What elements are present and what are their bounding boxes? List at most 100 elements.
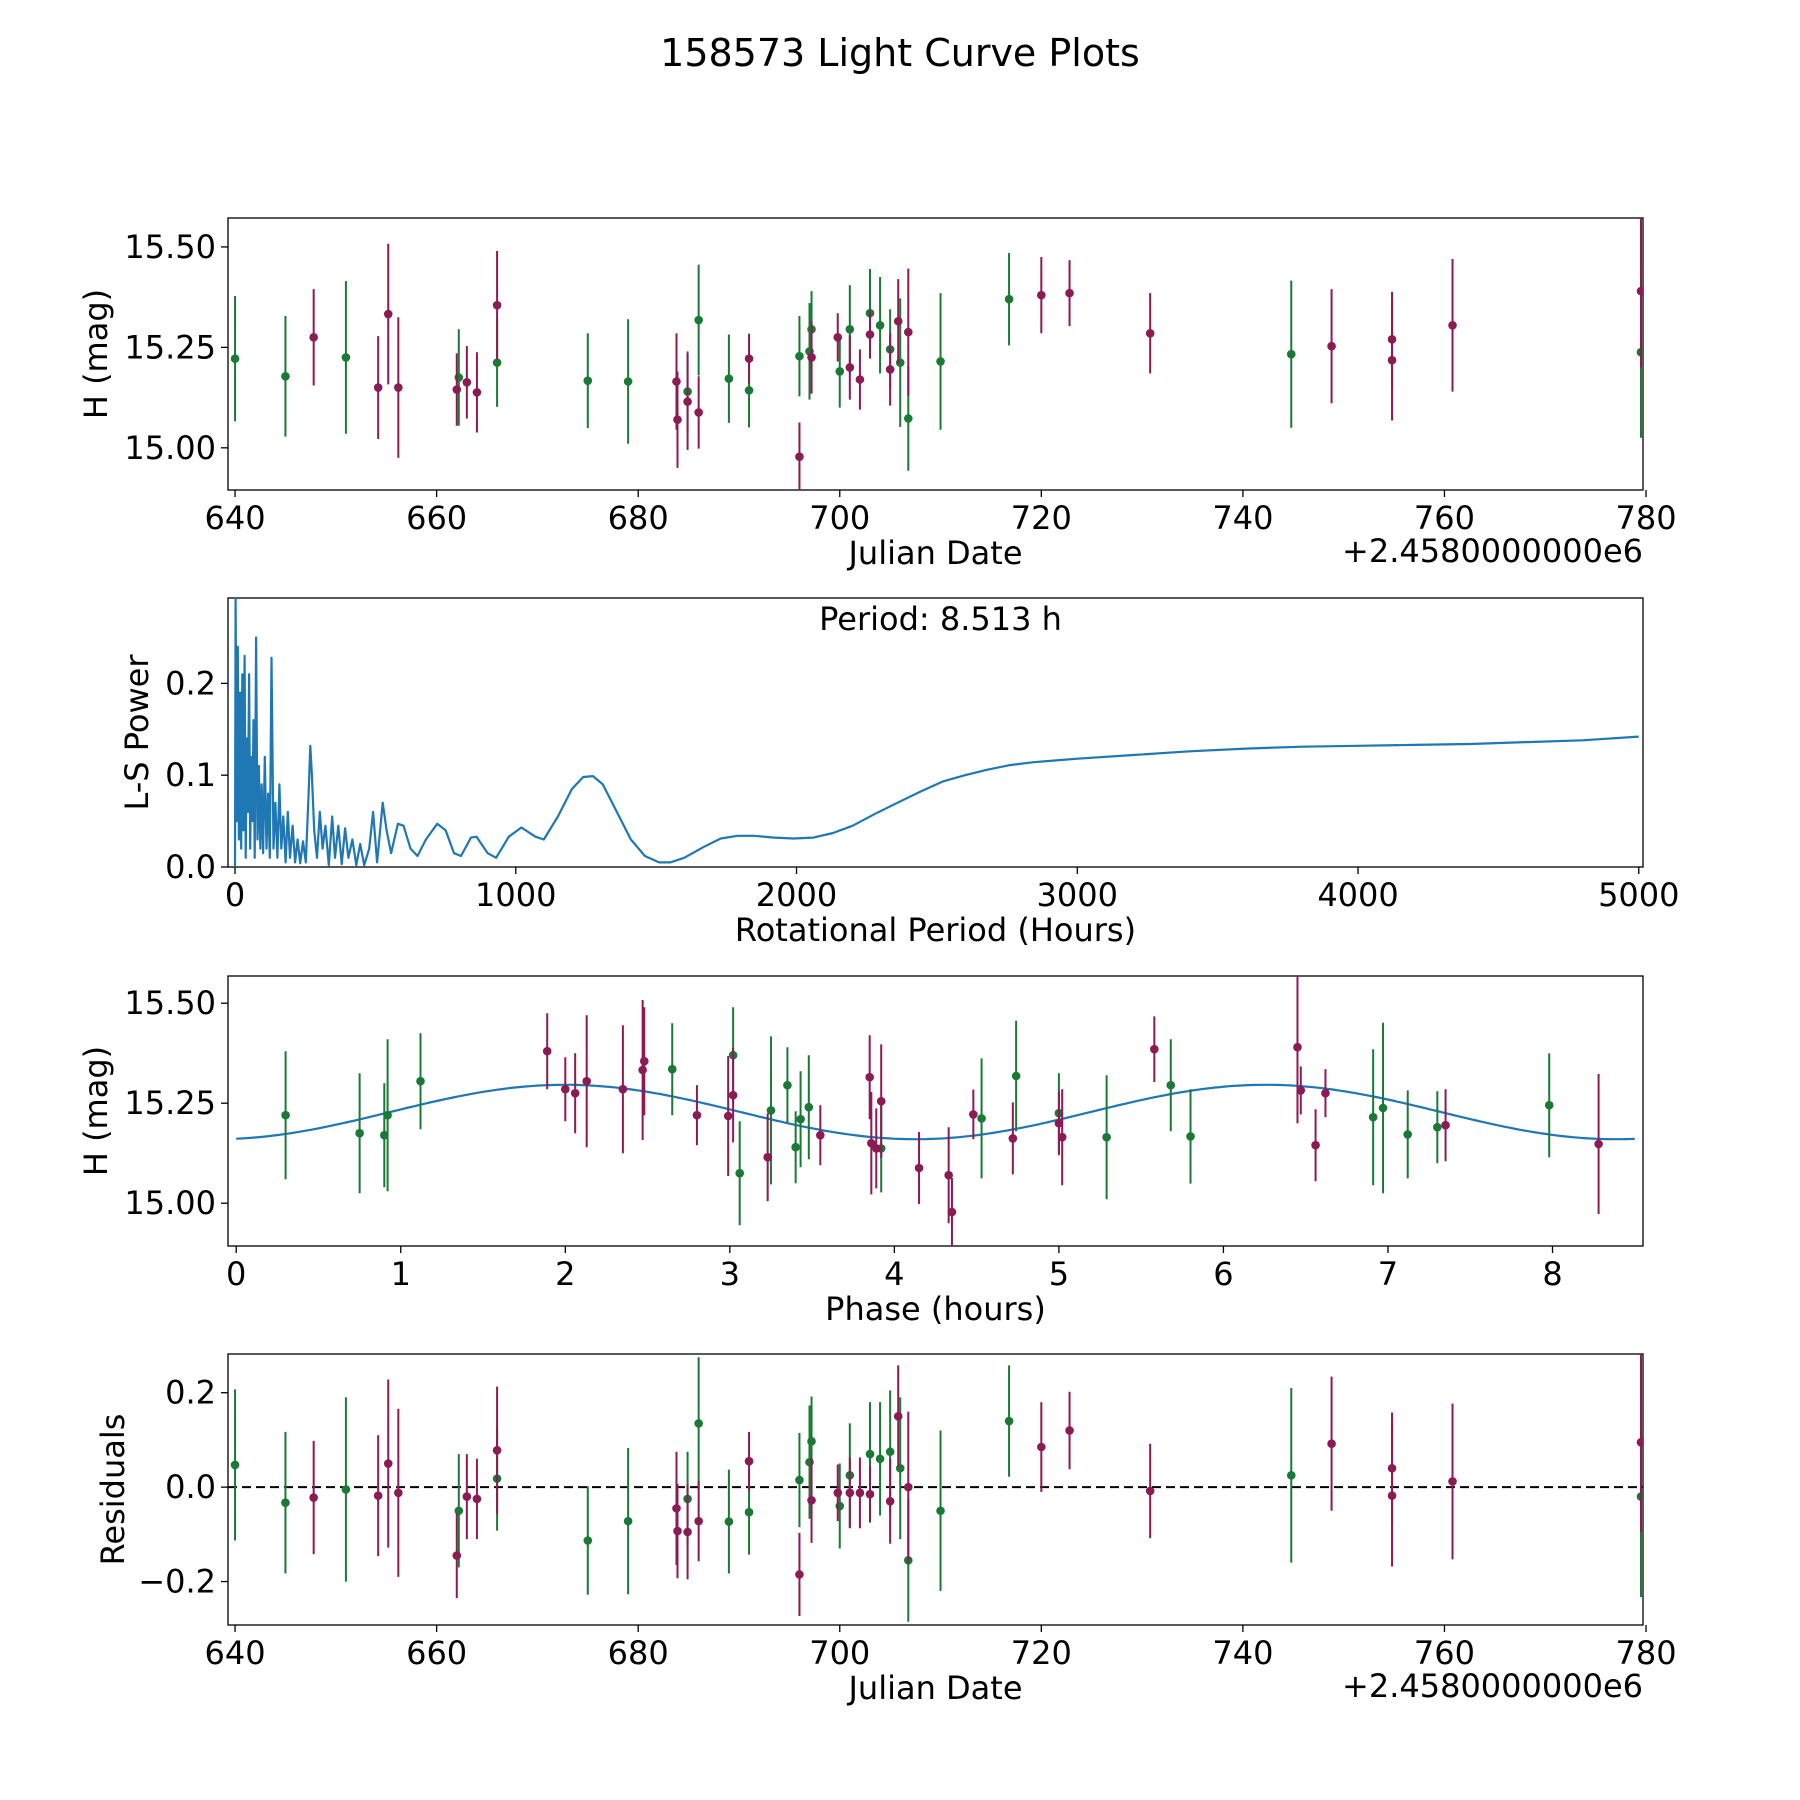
data-point-purple: [833, 1488, 843, 1498]
data-point-purple: [1150, 1044, 1159, 1054]
x-tick-label: 7: [1378, 1255, 1398, 1293]
y-tick-label: 0.2: [165, 1374, 216, 1412]
data-point-purple: [472, 388, 482, 397]
data-point-purple: [1321, 1088, 1330, 1098]
data-point-purple: [744, 354, 754, 363]
model-fit-curve: [236, 1083, 1635, 1141]
data-point-green: [383, 1110, 392, 1120]
data-point-green: [885, 1447, 895, 1457]
data-point-purple: [1594, 1139, 1603, 1149]
data-point-green: [744, 386, 754, 395]
data-point-purple: [1448, 320, 1457, 330]
x-tick-label: 720: [1011, 1634, 1072, 1672]
data-point-purple: [492, 1446, 502, 1455]
x-tick-label: 3: [720, 1255, 740, 1293]
data-point-purple: [865, 330, 875, 339]
data-point-green: [230, 354, 240, 363]
x-tick-label: 660: [406, 1634, 467, 1672]
data-point-purple: [833, 333, 843, 342]
data-point-green: [623, 1516, 633, 1526]
data-point-purple: [639, 1056, 649, 1066]
data-point-purple: [373, 1491, 383, 1500]
data-point-green: [694, 315, 703, 325]
data-point-purple: [1311, 1140, 1320, 1150]
data-point-purple: [1387, 1491, 1397, 1500]
data-point-purple: [795, 1570, 804, 1579]
data-point-purple: [845, 1488, 855, 1498]
y-tick-label: 0.0: [165, 848, 216, 886]
data-point-purple: [944, 1170, 953, 1180]
data-point-purple: [683, 397, 692, 406]
data-point-purple: [1448, 1477, 1457, 1486]
data-point-purple: [309, 1493, 318, 1502]
data-point-green: [865, 1449, 875, 1459]
data-point-green: [791, 1142, 800, 1152]
data-point-purple: [694, 408, 703, 417]
x-axis-label: Phase (hours): [825, 1290, 1046, 1328]
data-point-purple: [1054, 1118, 1064, 1128]
data-point-purple: [394, 1488, 403, 1498]
data-point-purple: [1636, 1437, 1643, 1447]
data-point-green: [977, 1114, 986, 1123]
panel-light-curve: 640 660 680 700 720 740 760 780 15.00 15.25 15.50 J…: [77, 217, 1677, 572]
data-point-green: [903, 414, 913, 423]
x-tick-label: 780: [1615, 1634, 1676, 1672]
x-tick-label: 0: [225, 876, 245, 914]
y-tick-label: 15.25: [124, 328, 216, 366]
axes-frame: [227, 597, 1644, 868]
data-point-purple: [865, 1072, 874, 1082]
y-tick-label: −0.2: [138, 1563, 216, 1601]
data-point-green: [1102, 1132, 1111, 1142]
data-point-purple: [570, 1088, 580, 1098]
x-tick-label: 760: [1414, 499, 1475, 537]
data-point-green: [744, 1507, 754, 1517]
data-point-green: [936, 357, 945, 366]
data-point-purple: [309, 333, 318, 342]
x-tick-label: 2: [555, 1255, 575, 1293]
data-point-purple: [692, 1110, 702, 1120]
data-point-purple: [763, 1152, 772, 1162]
x-tick-label: 640: [205, 1634, 266, 1672]
x-tick-label: 700: [809, 1634, 870, 1672]
data-point-green: [230, 1460, 240, 1470]
data-point-purple: [1065, 288, 1074, 298]
data-point-purple: [865, 1489, 875, 1499]
data-point-purple: [885, 365, 895, 374]
data-point-green: [1011, 1071, 1021, 1081]
x-tick-label: 640: [205, 499, 266, 537]
y-tick-label: 0.0: [165, 1468, 216, 1506]
data-point-green: [724, 374, 734, 384]
plot-area: [230, 1354, 1643, 1622]
data-point-green: [694, 1419, 703, 1428]
data-point-purple: [893, 1412, 903, 1421]
y-tick-label: 15.25: [124, 1084, 216, 1122]
x-offset-label: +2.4580000000e6: [1342, 532, 1643, 570]
x-tick-label: 660: [406, 499, 467, 537]
plot-area: [233, 598, 1639, 867]
data-point-green: [281, 371, 290, 381]
data-point-green: [380, 1130, 389, 1140]
x-tick-label: 5000: [1598, 876, 1679, 914]
plot-area: [236, 976, 1635, 1246]
data-point-green: [492, 358, 502, 367]
data-point-green: [623, 377, 633, 386]
data-point-green: [795, 1475, 804, 1485]
data-point-green: [804, 1102, 814, 1112]
data-point-purple: [618, 1084, 628, 1094]
data-point-purple: [728, 1090, 738, 1100]
data-point-purple: [807, 1496, 816, 1505]
data-point-green: [281, 1110, 290, 1120]
data-point-green: [936, 1506, 945, 1516]
data-point-green: [1433, 1122, 1442, 1132]
data-point-green: [416, 1076, 425, 1086]
x-tick-label: 4: [884, 1255, 904, 1293]
x-tick-label: 740: [1212, 1634, 1273, 1672]
data-point-purple: [383, 1459, 393, 1468]
data-point-purple: [893, 316, 903, 326]
data-point-green: [796, 1114, 805, 1124]
x-tick-label: 2000: [756, 876, 837, 914]
data-point-purple: [903, 1482, 913, 1492]
data-point-purple: [855, 375, 865, 384]
x-tick-label: 740: [1212, 499, 1273, 537]
y-tick-label: 15.50: [124, 228, 216, 266]
